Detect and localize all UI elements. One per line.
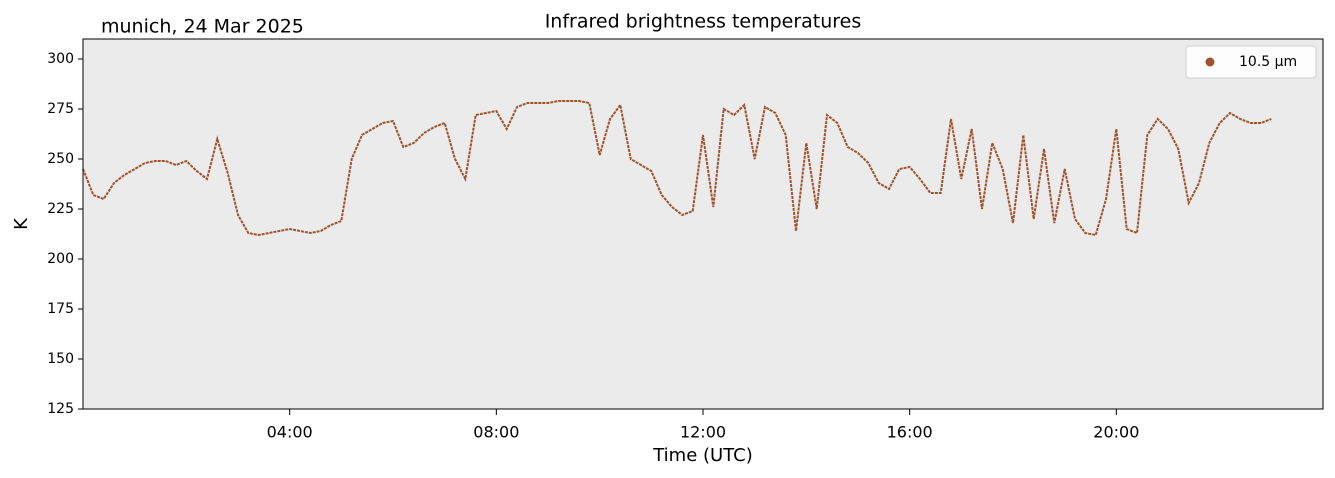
plot-area bbox=[83, 39, 1323, 409]
chart-subtitle: munich, 24 Mar 2025 bbox=[101, 16, 304, 38]
legend-box bbox=[1185, 45, 1317, 79]
y-tick-label: 150 bbox=[47, 351, 74, 367]
y-tick-label: 300 bbox=[47, 51, 74, 67]
y-tick-label: 225 bbox=[47, 201, 74, 217]
legend-marker bbox=[1205, 57, 1215, 67]
legend-label: 10.5 µm bbox=[1239, 54, 1297, 70]
y-tick-label: 200 bbox=[47, 251, 74, 267]
series-line bbox=[82, 100, 1272, 237]
y-axis-label: K bbox=[11, 217, 32, 230]
y-tick-label: 125 bbox=[47, 401, 74, 417]
x-axis-label: Time (UTC) bbox=[652, 445, 753, 466]
x-tick-label: 12:00 bbox=[680, 423, 726, 442]
x-tick-label: 04:00 bbox=[267, 423, 313, 442]
chart-title: Infrared brightness temperatures bbox=[545, 11, 862, 33]
x-tick-label: 08:00 bbox=[473, 423, 519, 442]
x-tick-label: 20:00 bbox=[1093, 423, 1139, 442]
y-tick-label: 175 bbox=[47, 301, 74, 317]
y-tick-label: 250 bbox=[47, 151, 74, 167]
plot-frame bbox=[82, 38, 1324, 410]
x-tick-label: 16:00 bbox=[887, 423, 933, 442]
y-tick-label: 275 bbox=[47, 101, 74, 117]
